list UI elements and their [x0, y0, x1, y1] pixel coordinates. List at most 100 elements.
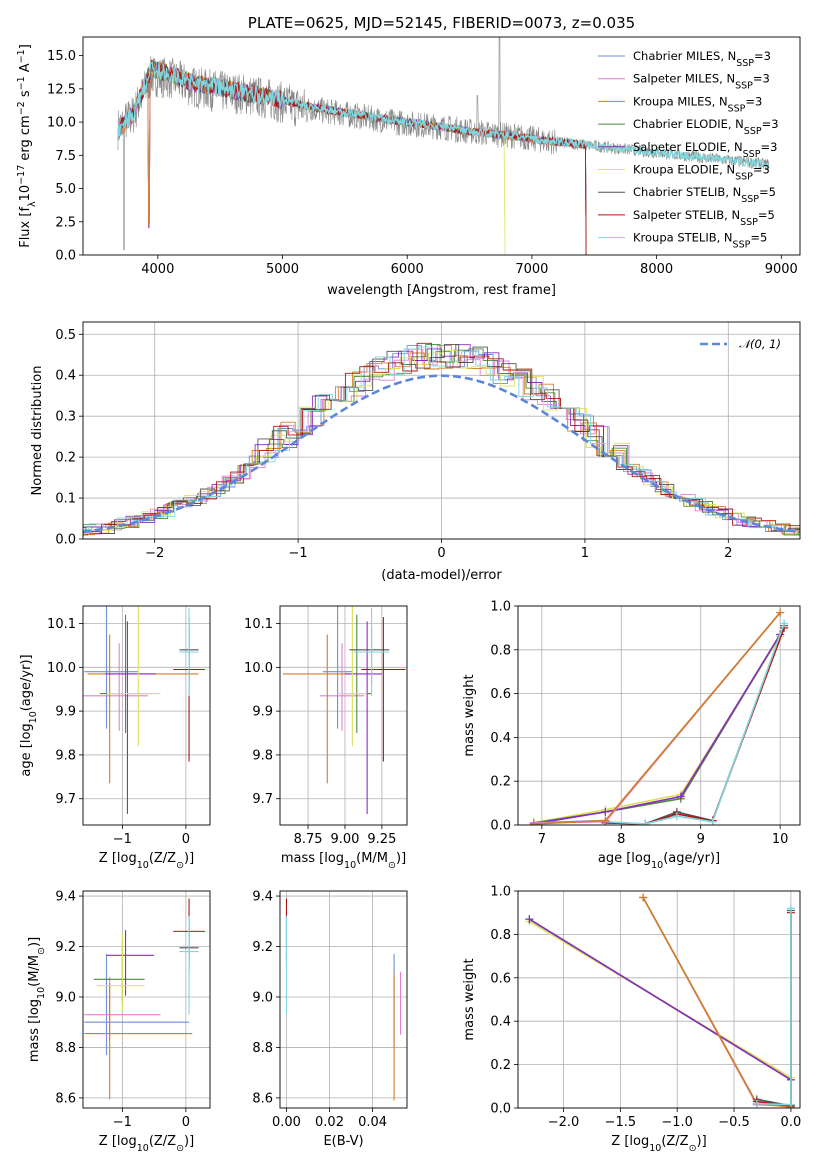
mw-marker-kroupa_miles	[529, 819, 538, 825]
x-tick-label: 0.0	[781, 1115, 802, 1130]
label-part: (Z/Z	[661, 1134, 688, 1149]
x-tick-label: 4000	[141, 262, 174, 277]
label-part: A	[18, 63, 33, 76]
label-part: Z [log	[611, 1134, 649, 1149]
label-part: 10	[137, 1143, 149, 1154]
histogram-kroupa_elodie	[83, 349, 800, 531]
x-tick-label: 1	[581, 546, 589, 561]
label-part: Z [log	[99, 1134, 137, 1149]
legend-label-kroupa_stelib: Kroupa STELIB, NSSP=5	[633, 231, 767, 251]
label-part: (age/yr)]	[663, 851, 720, 866]
plot-area	[529, 608, 789, 825]
y-tick-label: 9.2	[252, 940, 273, 955]
label-part: =5	[758, 208, 775, 222]
label-part: =3	[754, 49, 771, 63]
x-tick-label: 0.00	[272, 1115, 301, 1130]
chart-spectrum: 4000 5000 6000 7000 8000 9000 0.0 2.5 5.0 7.5 10.0…	[16, 14, 801, 298]
legend-label-chabrier_elodie: Chabrier ELODIE, NSSP=3	[633, 117, 779, 137]
x-tick-label: 0	[437, 546, 445, 561]
x-axis-label: age [log10(age/yr)]	[598, 851, 720, 871]
mw-marker-kroupa_miles	[639, 893, 648, 902]
x-tick-label: 0.02	[315, 1115, 344, 1130]
mw-line-salpeter_stelib	[605, 627, 785, 825]
chart-mass_vs_Z: −1 08.68.89.09.29.4Z [log10(Z/Z⊙)]mass [l…	[27, 890, 211, 1154]
y-tick-label: 15.0	[47, 49, 76, 64]
x-axis-label: E(B-V)	[323, 1134, 363, 1149]
y-tick-label: 0.0	[490, 1102, 511, 1117]
y-tick-label: 9.8	[252, 748, 273, 763]
label-part: =5	[759, 185, 776, 199]
y-tick-label: 0.6	[490, 971, 511, 986]
mw-marker-kroupa_stelib	[672, 812, 681, 821]
mw-line-salpeter_elodie	[533, 634, 781, 825]
mw-marker-kroupa_stelib	[708, 817, 717, 825]
y-axis-label: Flux [fλ10−17 erg cm−2 s−1 A−1]	[16, 44, 38, 248]
label-part: Kroupa MILES, N	[633, 94, 728, 108]
mw-marker-salpeter_elodie	[525, 915, 534, 924]
y-tick-label: 0.1	[55, 492, 76, 507]
label-part: ⊙	[36, 947, 47, 955]
y-tick-label: 10.1	[244, 617, 273, 632]
label-part: Chabrier MILES, N	[633, 49, 736, 63]
label-part: mass [log	[281, 851, 344, 866]
x-tick-label: 7	[538, 832, 546, 847]
label-part: (M/M	[27, 955, 42, 987]
x-tick-label: 0	[182, 832, 190, 847]
plot-area	[525, 893, 795, 1108]
y-tick-label: 7.5	[55, 149, 76, 164]
label-part: =5	[750, 231, 767, 245]
label-part: =3	[745, 94, 762, 108]
label-part: 10	[344, 860, 356, 871]
normal-curve	[83, 374, 800, 534]
axes-frame	[82, 605, 211, 826]
chart-residuals: −2 −1 0 1 2 0.0 0.1 0.2 0.3 0.4 0.5 (data-model)/er…	[30, 321, 801, 583]
mw-line-chabrier_miles	[533, 612, 781, 824]
y-tick-label: 9.9	[55, 705, 76, 720]
label-part: (M/M	[356, 851, 388, 866]
mw-marker-kroupa_stelib	[780, 619, 789, 628]
x-tick-label: 5000	[266, 262, 299, 277]
label-part: ⊙	[176, 1143, 184, 1154]
x-tick-label: −2.0	[548, 1115, 580, 1130]
y-tick-label: 9.0	[55, 990, 76, 1005]
plot-area	[117, 37, 770, 255]
label-part: SSP	[735, 80, 753, 91]
histogram-chabrier_miles	[83, 345, 800, 536]
plot-area	[84, 898, 205, 1100]
y-tick-label: 0.4	[490, 1015, 511, 1030]
mw-line-chabrier_elodie	[533, 634, 781, 824]
label-part: 10	[649, 1143, 661, 1154]
x-tick-label: −1.0	[661, 1115, 693, 1130]
y-tick-label: 9.0	[252, 990, 273, 1005]
mw-line-chabrier_stelib	[605, 625, 785, 825]
histogram-kroupa_stelib	[83, 346, 800, 534]
axes-frame	[82, 36, 801, 256]
label-part: =3	[753, 72, 770, 86]
mw-marker-kroupa_stelib	[641, 819, 650, 825]
y-axis-label: mass weight	[462, 958, 477, 1040]
label-part: age [log	[598, 851, 651, 866]
chart-title: PLATE=0625, MJD=52145, FIBERID=0073, z=0…	[248, 14, 635, 32]
label-part: s	[18, 90, 33, 101]
plot-area	[285, 898, 402, 1101]
y-tick-label: 0.4	[490, 731, 511, 746]
mw-line-salpeter_miles	[533, 612, 781, 824]
mw-line-kroupa_miles	[533, 612, 781, 825]
mw-marker-kroupa_miles	[776, 608, 785, 617]
label-part: −1	[16, 49, 27, 63]
x-tick-label: 9.00	[331, 832, 360, 847]
legend-label-salpeter_elodie: Salpeter ELODIE, NSSP=3	[633, 140, 777, 160]
chart-age_vs_Z: −1 09.79.89.910.010.1Z [log10(Z/Z⊙)]age […	[19, 605, 211, 871]
x-axis-label: Z [log10(Z/Z⊙)]	[99, 1134, 194, 1154]
y-tick-label: 8.8	[252, 1041, 273, 1056]
label-part: )]	[697, 1134, 707, 1149]
x-tick-label: 8.75	[294, 832, 323, 847]
label-part: SSP	[736, 58, 754, 69]
y-tick-label: 0.0	[55, 249, 76, 264]
mw-marker-kroupa_stelib	[786, 904, 795, 913]
y-tick-label: 0.3	[55, 410, 76, 425]
y-axis-label: mass weight	[462, 674, 477, 756]
x-tick-label: −1	[289, 546, 308, 561]
x-tick-label: −2	[145, 546, 164, 561]
